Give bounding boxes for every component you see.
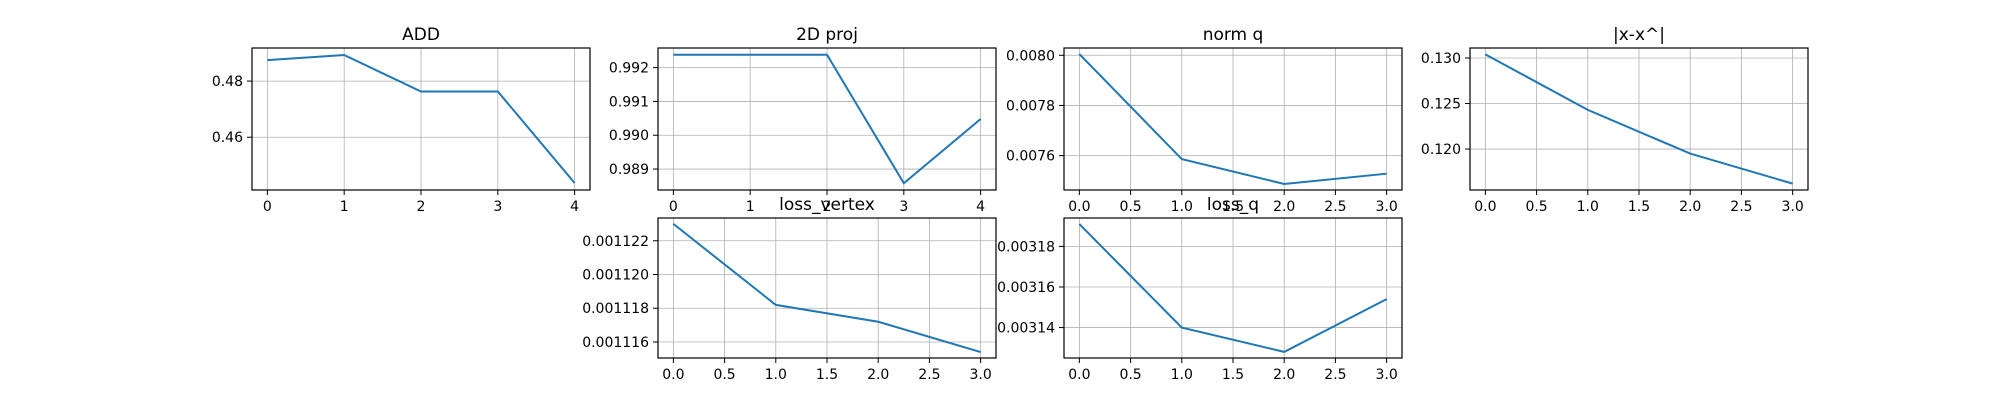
subplot-2-y-tick-label: 0.989 bbox=[609, 162, 649, 178]
subplot-3-x-tick-label: 2.0 bbox=[1273, 199, 1295, 215]
subplot-4-x-tick-label: 1.5 bbox=[1628, 199, 1650, 215]
subplot-6-x-tick-label: 3.0 bbox=[1376, 367, 1398, 383]
subplot-6-x-tick-label: 2.5 bbox=[1324, 367, 1346, 383]
subplot-6-x-tick-label: 1.0 bbox=[1171, 367, 1193, 383]
subplot-1-axes-frame bbox=[251, 47, 591, 191]
subplot-2-title: 2D proj bbox=[796, 25, 858, 45]
subplot-2-axes-frame bbox=[657, 47, 997, 191]
subplot-4-x-tick-label: 0.0 bbox=[1474, 199, 1496, 215]
subplot-5-x-tick-label: 1.5 bbox=[816, 367, 838, 383]
subplot-4-series-line bbox=[1484, 53, 1793, 185]
subplot-6-x-tick-label: 1.5 bbox=[1222, 367, 1244, 383]
subplot-5-y-tick-label: 0.001122 bbox=[582, 234, 649, 250]
subplot-3-axes-frame bbox=[1063, 47, 1403, 191]
subplot-5-y-tick-label: 0.001120 bbox=[582, 268, 649, 284]
subplot-4-title: |x-x^| bbox=[1613, 25, 1665, 45]
subplot-3-title: norm q bbox=[1203, 25, 1264, 45]
subplot-1-series-line bbox=[267, 54, 576, 184]
subplot-2-y-tick-label: 0.990 bbox=[609, 128, 649, 144]
subplot-5-y-tick-label: 0.001116 bbox=[582, 335, 649, 351]
subplot-6-y-tick-label: 0.00316 bbox=[997, 280, 1055, 296]
subplot-4-axes-frame bbox=[1469, 47, 1809, 191]
subplot-3-x-tick-label: 0.0 bbox=[1068, 199, 1090, 215]
subplot-2-x-tick-label: 1 bbox=[746, 199, 755, 215]
subplot-1-y-tick-label: 0.46 bbox=[212, 130, 243, 146]
subplot-4-x-tick-label: 2.0 bbox=[1679, 199, 1701, 215]
subplot-5-x-tick-label: 0.5 bbox=[713, 367, 735, 383]
subplot-3-y-tick-label: 0.0080 bbox=[1006, 48, 1055, 64]
subplot-3-x-tick-label: 2.5 bbox=[1324, 199, 1346, 215]
subplot-1-y-tick-label: 0.48 bbox=[212, 74, 243, 90]
subplot-2-y-tick-label: 0.992 bbox=[609, 61, 649, 77]
subplot-3-y-tick-label: 0.0078 bbox=[1006, 98, 1055, 114]
subplot-5-axes-frame bbox=[657, 217, 997, 359]
subplot-6-series-line bbox=[1078, 223, 1388, 353]
subplot-3-x-tick-label: 0.5 bbox=[1119, 199, 1141, 215]
subplot-1-x-tick-label: 0 bbox=[263, 199, 272, 215]
subplot-2-series-line bbox=[673, 53, 982, 185]
subplot-1-title: ADD bbox=[402, 25, 440, 45]
subplot-5-x-tick-label: 2.0 bbox=[867, 367, 889, 383]
subplot-5-series-line bbox=[672, 223, 981, 354]
subplot-4-x-tick-label: 2.5 bbox=[1730, 199, 1752, 215]
subplot-5-x-tick-label: 3.0 bbox=[970, 367, 992, 383]
subplot-4-x-tick-label: 3.0 bbox=[1782, 199, 1804, 215]
subplot-3-y-tick-label: 0.0076 bbox=[1006, 149, 1055, 165]
subplot-6-y-tick-label: 0.00318 bbox=[997, 239, 1055, 255]
subplot-2-x-tick-label: 4 bbox=[976, 199, 985, 215]
subplot-3-series-line bbox=[1078, 53, 1387, 185]
subplot-5-y-tick-label: 0.001118 bbox=[582, 301, 649, 317]
subplot-2-y-tick-label: 0.991 bbox=[609, 94, 649, 110]
subplot-4-y-tick-label: 0.130 bbox=[1421, 51, 1461, 67]
subplot-6-y-tick-label: 0.00314 bbox=[997, 321, 1055, 337]
subplot-1-x-tick-label: 2 bbox=[417, 199, 426, 215]
subplot-2-x-tick-label: 2 bbox=[823, 199, 832, 215]
subplot-6-x-tick-label: 2.0 bbox=[1273, 367, 1295, 383]
subplot-2-x-tick-label: 3 bbox=[899, 199, 908, 215]
subplot-5-x-tick-label: 1.0 bbox=[765, 367, 787, 383]
subplot-5-x-tick-label: 0.0 bbox=[662, 367, 684, 383]
subplot-5-x-tick-label: 2.5 bbox=[918, 367, 940, 383]
subplot-1-x-tick-label: 1 bbox=[340, 199, 349, 215]
subplot-6-x-tick-label: 0.0 bbox=[1068, 367, 1090, 383]
subplot-3-x-tick-label: 1.0 bbox=[1171, 199, 1193, 215]
subplot-6-title: loss_q bbox=[1207, 195, 1259, 215]
subplot-6-x-tick-label: 0.5 bbox=[1119, 367, 1141, 383]
subplot-3-x-tick-label: 3.0 bbox=[1376, 199, 1398, 215]
subplot-6-axes-frame bbox=[1063, 217, 1403, 359]
subplot-2-x-tick-label: 0 bbox=[669, 199, 678, 215]
subplot-3-x-tick-label: 1.5 bbox=[1222, 199, 1244, 215]
subplot-4-x-tick-label: 0.5 bbox=[1525, 199, 1547, 215]
subplot-4-y-tick-label: 0.125 bbox=[1421, 97, 1461, 113]
subplot-1-x-tick-label: 4 bbox=[570, 199, 579, 215]
subplot-5-title: loss_vertex bbox=[779, 195, 875, 215]
subplot-4-x-tick-label: 1.0 bbox=[1577, 199, 1599, 215]
subplot-1-x-tick-label: 3 bbox=[493, 199, 502, 215]
subplot-4-y-tick-label: 0.120 bbox=[1421, 142, 1461, 158]
